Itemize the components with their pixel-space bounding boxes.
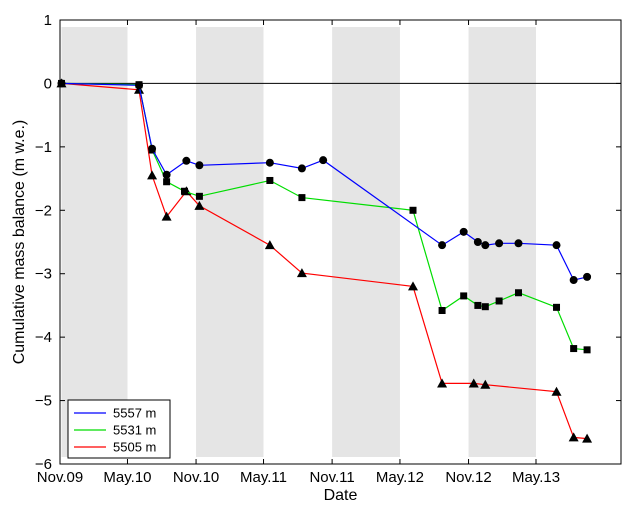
data-point [569,276,578,285]
legend-box [67,399,171,459]
data-point [195,161,204,170]
data-point [298,194,306,202]
data-point [181,187,189,195]
data-point [194,200,205,210]
data-point [438,241,447,250]
data-point [265,158,274,167]
data-point [514,289,522,297]
y-axis-label: Cumulative mass balance (m w.e.) [11,120,28,365]
data-point [264,240,275,250]
legend-label: 5557 m [113,406,156,421]
data-point [182,156,191,165]
y-tick-label: 0 [44,75,52,92]
x-tick-label: Nov.11 [309,469,354,486]
x-tick-label: Nov.10 [173,469,219,486]
y-tick-label: 1 [44,12,52,29]
data-point [481,303,489,311]
data-point [148,144,157,153]
data-point [553,303,561,311]
data-point [468,378,479,388]
data-point [297,164,306,173]
data-point [568,432,579,442]
data-point [460,292,468,300]
data-point [473,238,482,246]
data-point [161,211,172,221]
data-point [408,281,419,291]
data-point [163,178,171,186]
data-point [438,307,446,315]
y-tick-label: −5 [35,393,52,410]
x-tick-label: Nov.09 [37,469,83,486]
data-point [583,272,592,281]
y-tick-label: −6 [35,456,52,473]
data-point [147,170,158,180]
shaded-period-0 [61,27,128,457]
data-point [495,297,503,305]
data-point [570,345,578,353]
data-point [474,301,482,309]
data-point [551,386,562,396]
data-point [319,156,328,165]
x-tick-label: May.10 [103,469,151,486]
series-line [61,82,588,281]
data-point [552,241,561,250]
data-point [480,379,491,389]
y-tick-label: −4 [35,329,52,346]
data-point [481,241,490,250]
data-point [514,239,523,248]
x-axis-label: Date [324,487,358,503]
plot-frame [59,19,622,465]
shaded-period-2 [332,27,400,457]
data-point [195,192,203,200]
data-point [459,227,468,236]
winter-shading [61,27,537,457]
data-point [582,433,593,443]
data-point [296,268,307,278]
series-5557-m [57,79,592,285]
data-point [162,170,171,179]
y-tick-label: −1 [35,139,52,156]
data-point [135,81,144,90]
shaded-period-1 [196,27,264,457]
legend-label: 5531 m [113,423,156,438]
x-tick-label: May.11 [240,469,287,486]
data-point [409,206,417,214]
x-tick-label: May.13 [512,469,560,486]
data-point [266,176,274,184]
data-point [437,378,448,388]
data-point [495,239,504,248]
y-tick-label: −3 [35,266,52,283]
x-tick-label: May.12 [376,469,424,486]
legend: 5557 m 5531 m 5505 m [67,399,171,459]
data-point [583,346,591,354]
legend-label: 5505 m [113,440,156,455]
x-tick-label: Nov.12 [445,469,491,486]
y-tick-label: −2 [35,202,52,219]
